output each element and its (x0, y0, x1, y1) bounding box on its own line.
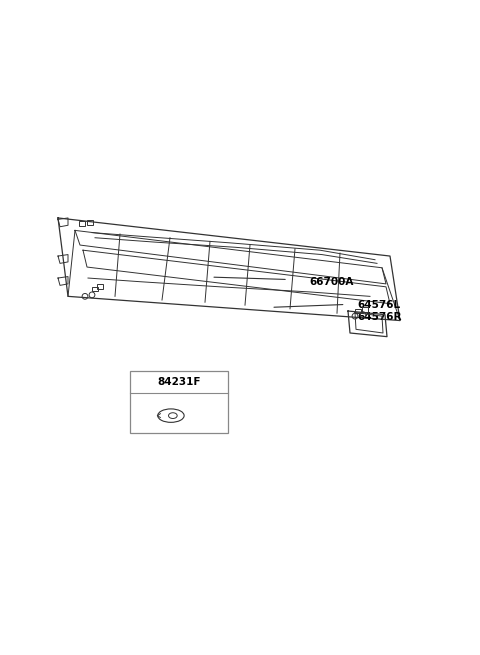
Bar (79, 221, 85, 226)
Text: 64576L
64576R: 64576L 64576R (358, 300, 402, 322)
Bar (92, 287, 98, 291)
Text: 84231F: 84231F (157, 377, 201, 386)
Bar (130, 371, 228, 433)
Text: 66700A: 66700A (310, 277, 354, 287)
Bar (355, 309, 361, 313)
Bar (361, 307, 368, 312)
Bar (96, 284, 103, 290)
Bar (86, 220, 94, 225)
